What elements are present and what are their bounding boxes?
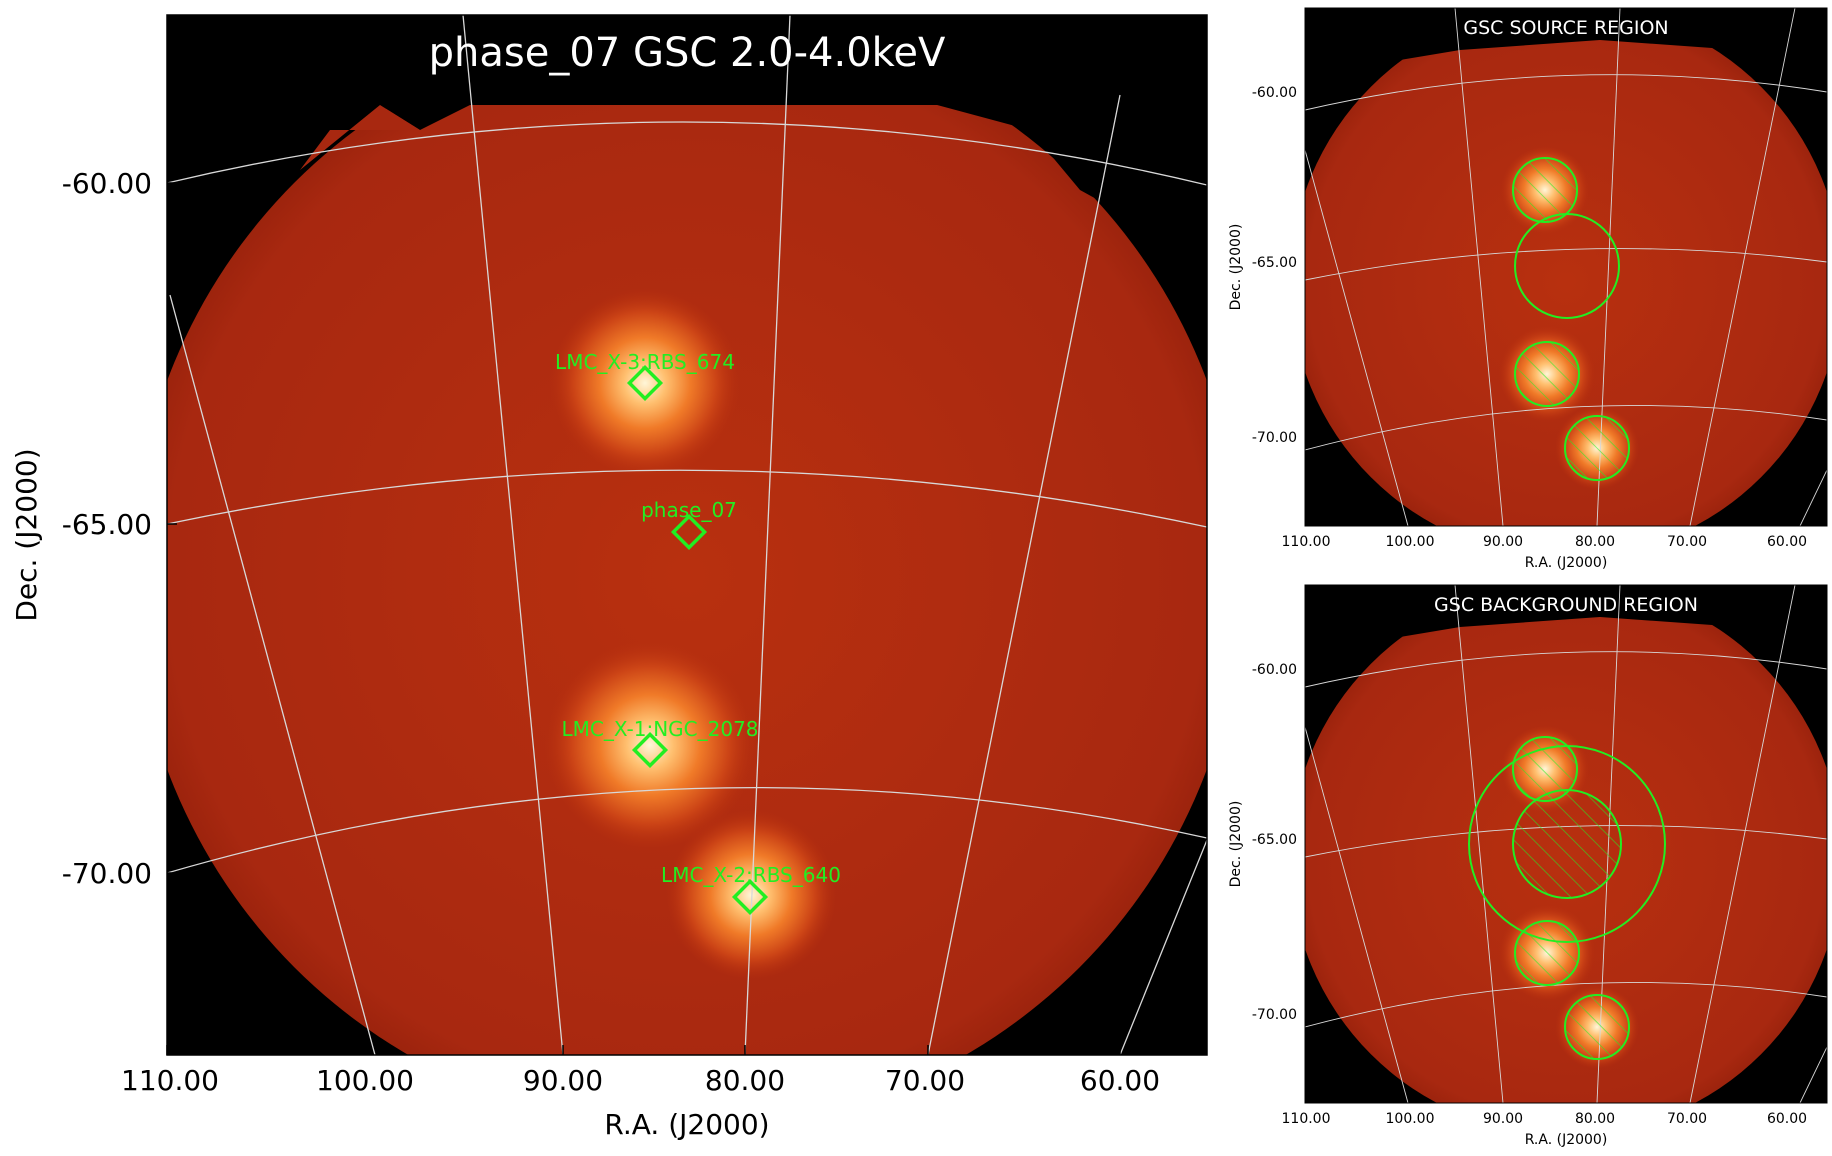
- y-tick-label: -65.00: [62, 508, 152, 541]
- main-y-tick-labels: -60.00 -65.00 -70.00: [62, 167, 152, 890]
- x-tick-label: 90.00: [1483, 534, 1523, 550]
- main-axes-frame: [166, 14, 1208, 1056]
- x-tick-label: 70.00: [1667, 1111, 1707, 1127]
- source-region-panel: GSC SOURCE REGION 110.00 100.00 90.00 80…: [1228, 7, 1828, 571]
- background-y-tick-labels: -60.00 -65.00 -70.00: [1252, 662, 1297, 1023]
- source-y-axis-label: Dec. (J2000): [1228, 224, 1244, 311]
- x-tick-label: 70.00: [1667, 534, 1707, 550]
- main-tick-marks: [166, 182, 1121, 1055]
- y-tick-label: -70.00: [1252, 430, 1297, 446]
- y-tick-label: -60.00: [1252, 662, 1297, 678]
- y-tick-label: -60.00: [1252, 85, 1297, 101]
- x-tick-label: 90.00: [523, 1064, 603, 1097]
- x-tick-label: 100.00: [1386, 534, 1435, 550]
- main-title: phase_07 GSC 2.0-4.0keV: [429, 30, 946, 76]
- background-x-tick-labels: 110.00 100.00 90.00 80.00 70.00 60.00: [1282, 1111, 1808, 1127]
- x-tick-label: 60.00: [1767, 1111, 1807, 1127]
- source-label: LMC_X-1:NGC_2078: [561, 717, 758, 741]
- y-tick-label: -70.00: [62, 857, 152, 890]
- source-markers: LMC_X-3:RBS_674 phase_07 LMC_X-1:NGC_207…: [555, 350, 841, 916]
- source-marker-phase-07[interactable]: phase_07: [641, 498, 737, 551]
- y-tick-label: -65.00: [1252, 255, 1297, 271]
- source-x-axis-label: R.A. (J2000): [1525, 555, 1608, 571]
- source-x-tick-labels: 110.00 100.00 90.00 80.00 70.00 60.00: [1282, 534, 1808, 550]
- y-tick-label: -60.00: [62, 167, 152, 200]
- source-marker-lmc-x1[interactable]: LMC_X-1:NGC_2078: [561, 717, 759, 769]
- x-tick-label: 70.00: [885, 1064, 965, 1097]
- x-tick-label: 80.00: [1575, 1111, 1615, 1127]
- source-y-tick-labels: -60.00 -65.00 -70.00: [1252, 85, 1297, 446]
- x-tick-label: 100.00: [1386, 1111, 1435, 1127]
- source-extraction-regions: [1512, 157, 1630, 481]
- y-tick-label: -70.00: [1252, 1007, 1297, 1023]
- x-tick-label: 60.00: [1767, 534, 1807, 550]
- main-y-axis-label: Dec. (J2000): [10, 448, 43, 621]
- y-tick-label: -65.00: [1252, 832, 1297, 848]
- background-x-axis-label: R.A. (J2000): [1525, 1132, 1608, 1148]
- source-label: LMC_X-3:RBS_674: [555, 350, 735, 374]
- main-x-tick-labels: 110.00 100.00 90.00 80.00 70.00 60.00: [121, 1064, 1160, 1097]
- background-panel-title: GSC BACKGROUND REGION: [1434, 594, 1698, 616]
- source-panel-title: GSC SOURCE REGION: [1463, 17, 1668, 39]
- background-axes-frame: [1304, 584, 1828, 1104]
- source-label: phase_07: [641, 498, 737, 522]
- background-extraction-regions: [1468, 736, 1666, 1060]
- x-tick-label: 60.00: [1080, 1064, 1160, 1097]
- main-x-axis-label: R.A. (J2000): [604, 1108, 769, 1141]
- x-tick-label: 110.00: [1282, 1111, 1331, 1127]
- x-tick-label: 100.00: [316, 1064, 414, 1097]
- background-sky-image: [1305, 585, 1827, 1103]
- x-tick-label: 80.00: [705, 1064, 785, 1097]
- x-tick-label: 110.00: [1282, 534, 1331, 550]
- source-label: LMC_X-2:RBS_640: [661, 863, 841, 887]
- source-sky-image: [1305, 8, 1827, 526]
- background-y-axis-label: Dec. (J2000): [1228, 801, 1244, 888]
- main-panel: LMC_X-3:RBS_674 phase_07 LMC_X-1:NGC_207…: [10, 14, 1208, 1141]
- source-marker-lmc-x2[interactable]: LMC_X-2:RBS_640: [661, 863, 841, 916]
- main-sky-image: [167, 15, 1207, 1055]
- source-marker-lmc-x3[interactable]: LMC_X-3:RBS_674: [555, 350, 735, 402]
- x-tick-label: 90.00: [1483, 1111, 1523, 1127]
- background-region-panel: GSC BACKGROUND REGION 110.00 100.00 90.0…: [1228, 584, 1828, 1148]
- source-axes-frame: [1304, 7, 1828, 527]
- x-tick-label: 80.00: [1575, 534, 1615, 550]
- x-tick-label: 110.00: [121, 1064, 219, 1097]
